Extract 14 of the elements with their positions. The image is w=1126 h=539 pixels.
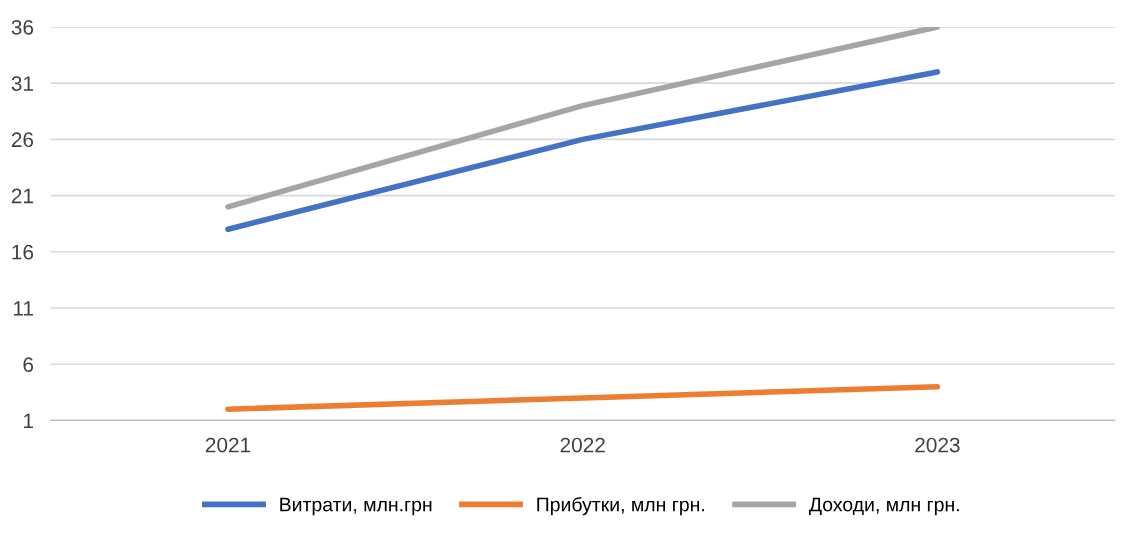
y-tick-label: 21 bbox=[11, 188, 33, 204]
y-tick-label: 1 bbox=[24, 413, 33, 428]
y-tick-label: 16 bbox=[12, 244, 34, 260]
y-tick-label: 36 bbox=[11, 19, 34, 35]
x-tick-label: 2023 bbox=[915, 437, 960, 453]
x-tick-label: 2021 bbox=[205, 437, 251, 453]
y-tick-label: 6 bbox=[23, 357, 34, 372]
y-tick-label: 11 bbox=[13, 301, 33, 316]
y-tick-label: 31 bbox=[11, 76, 33, 91]
legend-label: Витрати, млн.грн bbox=[280, 497, 432, 516]
legend-label: Доходи, млн грн. bbox=[808, 497, 959, 516]
legend-label: Прибутки, млн грн. bbox=[537, 496, 705, 516]
y-tick-label: 26 bbox=[11, 132, 34, 148]
x-tick-label: 2022 bbox=[560, 437, 605, 453]
